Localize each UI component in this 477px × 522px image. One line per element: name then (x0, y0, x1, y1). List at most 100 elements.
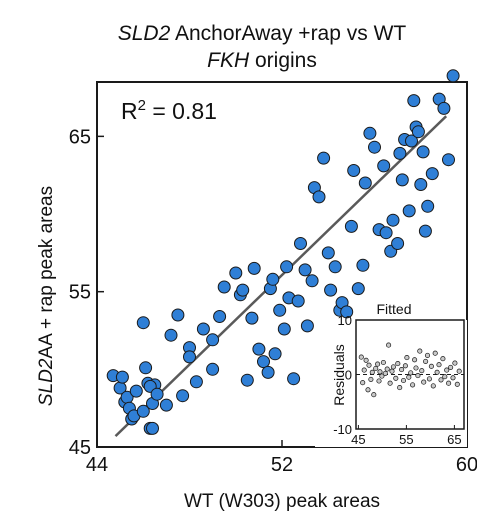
inset-axis-ticks: 45 55 65 10 0 -10 (333, 313, 464, 447)
residual-point (382, 370, 388, 376)
data-point (268, 347, 282, 361)
inset-x-tick-label: 45 (351, 432, 365, 447)
data-point (150, 387, 164, 401)
residual-point (371, 392, 377, 398)
y-tick-label: 65 (69, 126, 91, 148)
data-point (136, 404, 150, 418)
data-point (351, 282, 365, 296)
residual-point (368, 376, 374, 382)
data-point (213, 310, 227, 323)
residual-point (408, 370, 414, 376)
residual-point (380, 359, 386, 366)
data-point (377, 159, 391, 173)
x-tick-label: 52 (271, 454, 293, 476)
main-data-points (106, 69, 460, 435)
data-point (416, 145, 430, 159)
data-point (146, 421, 159, 435)
inset-title: Fitted (376, 301, 411, 317)
data-point (257, 355, 270, 369)
inset-x-tick-label: 65 (447, 432, 461, 447)
data-point (217, 280, 231, 294)
residual-point (386, 342, 392, 348)
data-point (344, 219, 358, 233)
residual-point (424, 352, 431, 358)
residual-point (358, 354, 364, 360)
residual-point (361, 367, 367, 373)
r-squared-annotation: R2 = 0.81 (121, 97, 217, 124)
data-point (236, 283, 250, 297)
inset-y-tick-label: 10 (338, 313, 352, 328)
data-point (129, 384, 143, 398)
fit-line-group (114, 115, 448, 438)
residual-point (376, 378, 382, 384)
residual-point (399, 367, 405, 373)
residual-point (366, 362, 372, 368)
data-point (291, 294, 305, 308)
residual-point (397, 385, 403, 391)
data-point (386, 213, 400, 227)
residual-point (389, 368, 395, 374)
data-point (247, 261, 261, 275)
residual-point (419, 368, 425, 374)
residual-point (456, 368, 462, 374)
residual-point (446, 380, 452, 386)
data-point (405, 134, 418, 148)
residual-point (402, 363, 408, 369)
data-point (229, 266, 243, 280)
y-tick-label: 45 (69, 437, 91, 459)
data-point (240, 373, 254, 387)
residual-point (417, 348, 423, 354)
residual-point (438, 377, 444, 383)
residual-point (440, 356, 446, 362)
inset-y-axis-label: Residuals (331, 344, 347, 405)
residual-point (423, 358, 429, 364)
regression-line (114, 115, 448, 438)
data-point (317, 151, 331, 165)
x-axis-label: WT (W303) peak areas (184, 491, 380, 512)
residual-point (430, 383, 436, 389)
residual-point (400, 377, 407, 384)
residual-point (379, 373, 385, 379)
residual-point (450, 375, 456, 381)
y-tick-label: 55 (69, 282, 91, 304)
x-tick-label: 44 (86, 454, 108, 476)
data-point (136, 316, 150, 330)
data-point (300, 319, 314, 333)
data-point (139, 361, 153, 375)
residual-point (387, 380, 393, 386)
residual-point (373, 365, 379, 372)
residual-point (415, 373, 421, 379)
data-point (321, 246, 335, 260)
residual-point (413, 365, 419, 371)
data-point (418, 224, 432, 238)
residual-point (360, 380, 366, 386)
residual-point (421, 379, 427, 385)
residual-point (363, 357, 369, 363)
residual-point (426, 376, 432, 382)
data-point (395, 173, 409, 187)
data-point (196, 322, 210, 336)
data-point (298, 263, 312, 277)
data-point (437, 101, 451, 115)
data-point (277, 322, 291, 336)
data-point (379, 226, 393, 240)
data-point (411, 125, 425, 139)
data-point (368, 140, 381, 154)
data-point (358, 176, 372, 190)
data-point (347, 164, 361, 177)
residual-point (404, 355, 410, 361)
residual-point (369, 369, 375, 375)
data-point (391, 237, 405, 250)
data-point (206, 362, 220, 376)
residual-point (448, 364, 454, 370)
data-point (407, 94, 421, 108)
data-point (305, 274, 319, 288)
residuals-inset: Fitted Residuals 45 55 65 10 0 -10 (315, 301, 467, 447)
chart-title-line1: SLD2 AnchorAway +rap vs WT (118, 22, 407, 45)
data-point (446, 69, 460, 83)
residual-point (375, 361, 381, 367)
data-point (206, 333, 220, 347)
data-point (328, 260, 342, 274)
